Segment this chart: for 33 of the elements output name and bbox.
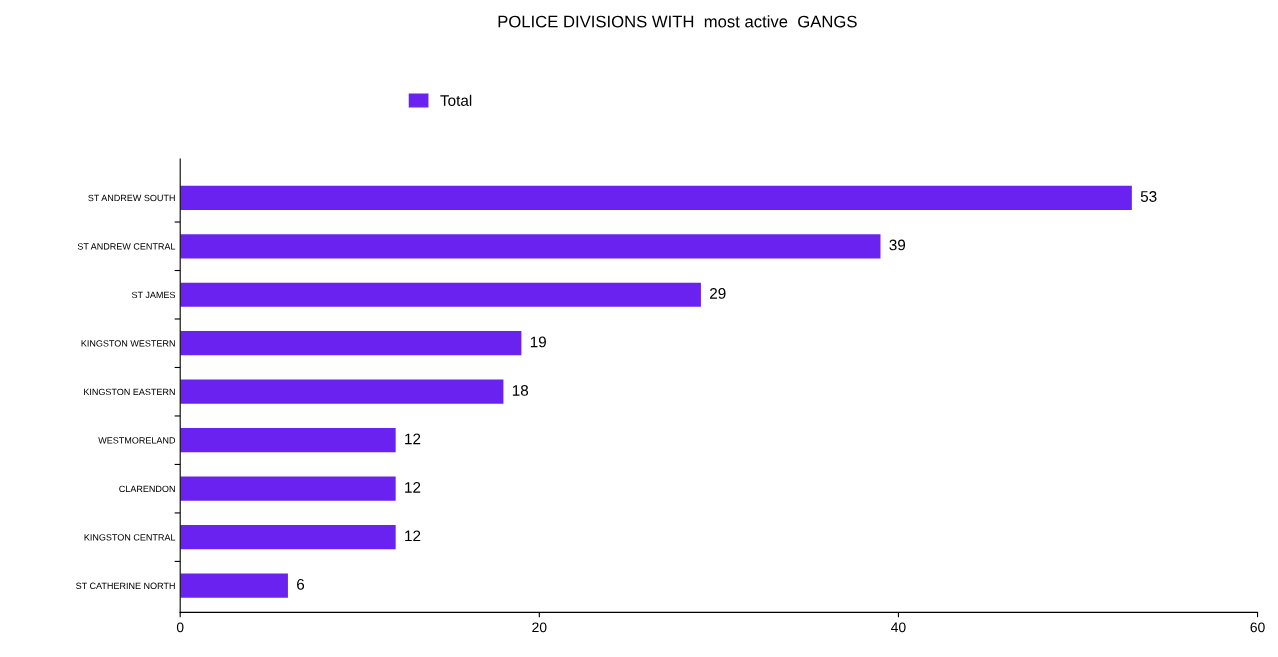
data-label: 12 — [405, 433, 421, 445]
bar — [180, 282, 701, 307]
y-tick-label: CLARENDON — [119, 485, 175, 493]
x-tick-label: 40 — [891, 622, 906, 633]
bar — [180, 379, 504, 404]
x-tick-label: 60 — [1250, 622, 1265, 633]
y-tick-label: ST JAMES — [131, 291, 176, 299]
legend-label: Total — [440, 94, 472, 106]
y-tick-label: KINGSTON EASTERN — [84, 388, 175, 396]
bar — [180, 476, 396, 501]
y-tick-label: ST CATHERINE NORTH — [76, 582, 175, 590]
data-label: 12 — [405, 481, 421, 493]
bar — [180, 234, 881, 259]
bar — [180, 525, 396, 550]
data-label: 12 — [405, 530, 421, 542]
y-tick-label: KINGSTON WESTERN — [81, 340, 175, 347]
bar — [180, 428, 396, 453]
bar — [180, 185, 1132, 210]
data-label: 19 — [530, 336, 546, 348]
bar — [180, 331, 522, 356]
bar — [180, 573, 288, 598]
chart-title: POLICE DIVISIONS WITH most active GANGS — [498, 15, 857, 28]
y-tick-label: WESTMORELAND — [98, 437, 176, 444]
y-tick-label: ST ANDREW CENTRAL — [77, 243, 176, 250]
data-label: 6 — [297, 578, 305, 590]
y-tick-label: ST ANDREW SOUTH — [88, 194, 175, 202]
data-label: 39 — [889, 239, 906, 251]
x-tick-label: 0 — [176, 622, 184, 633]
x-tick-label: 20 — [532, 622, 547, 633]
data-label: 53 — [1140, 191, 1157, 202]
data-label: 29 — [710, 288, 726, 299]
y-tick-label: KINGSTON CENTRAL — [84, 534, 176, 541]
data-label: 18 — [512, 385, 529, 396]
